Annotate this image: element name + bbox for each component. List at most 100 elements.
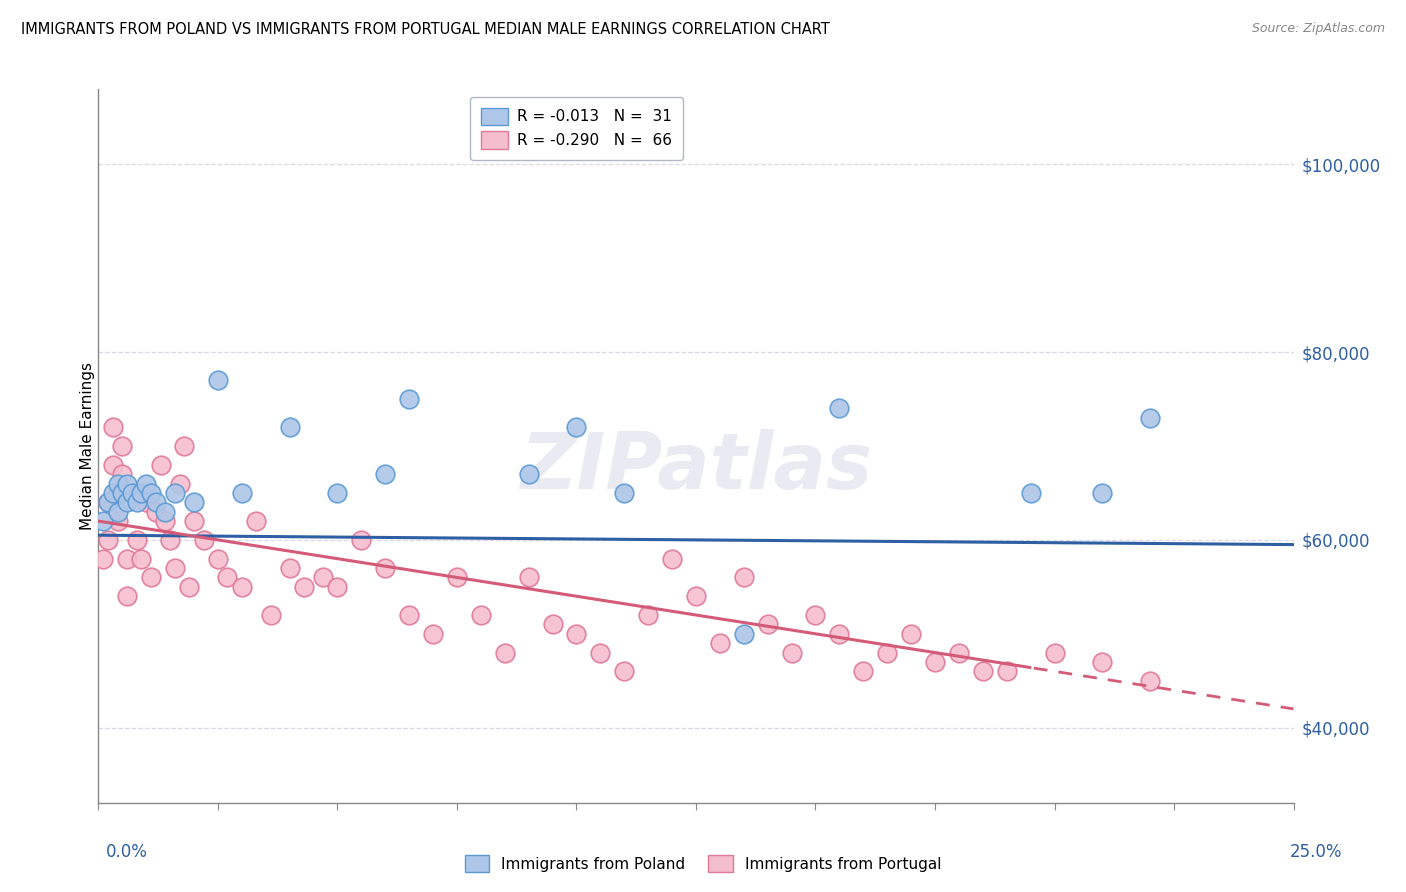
Point <box>613 486 636 500</box>
Point <box>101 420 124 434</box>
Point <box>374 561 396 575</box>
Text: 0.0%: 0.0% <box>105 843 148 861</box>
Point <box>541 617 564 632</box>
Point <box>685 589 707 603</box>
Point <box>101 486 124 500</box>
Point <box>131 551 153 566</box>
Point <box>155 505 177 519</box>
Point <box>326 486 349 500</box>
Point <box>145 495 167 509</box>
Point <box>145 505 167 519</box>
Point <box>1139 673 1161 688</box>
Point <box>589 646 612 660</box>
Text: 25.0%: 25.0% <box>1291 843 1343 861</box>
Point <box>565 627 588 641</box>
Point <box>733 570 755 584</box>
Point <box>163 561 186 575</box>
Point <box>97 495 120 509</box>
Point <box>135 495 157 509</box>
Point <box>876 646 898 660</box>
Point <box>107 505 129 519</box>
Point <box>995 665 1018 679</box>
Point <box>565 420 588 434</box>
Point <box>107 514 129 528</box>
Point <box>115 495 138 509</box>
Point <box>173 439 195 453</box>
Point <box>1139 410 1161 425</box>
Point <box>183 514 205 528</box>
Point <box>661 551 683 566</box>
Point <box>163 486 186 500</box>
Point <box>972 665 994 679</box>
Point <box>91 551 114 566</box>
Point <box>948 646 970 660</box>
Point <box>121 486 143 500</box>
Point <box>326 580 349 594</box>
Point <box>494 646 516 660</box>
Point <box>733 627 755 641</box>
Point <box>292 580 315 594</box>
Point <box>900 627 922 641</box>
Point <box>125 495 148 509</box>
Point <box>179 580 201 594</box>
Point <box>149 458 172 472</box>
Point <box>613 665 636 679</box>
Point <box>422 627 444 641</box>
Text: ZIPatlas: ZIPatlas <box>520 429 872 506</box>
Point <box>231 486 253 500</box>
Point <box>828 401 851 416</box>
Point <box>756 617 779 632</box>
Point <box>155 514 177 528</box>
Point <box>804 607 827 622</box>
Point <box>312 570 335 584</box>
Text: IMMIGRANTS FROM POLAND VS IMMIGRANTS FROM PORTUGAL MEDIAN MALE EARNINGS CORRELAT: IMMIGRANTS FROM POLAND VS IMMIGRANTS FRO… <box>21 22 830 37</box>
Point <box>207 551 229 566</box>
Point <box>115 476 138 491</box>
Point <box>1043 646 1066 660</box>
Point <box>111 439 134 453</box>
Point <box>217 570 239 584</box>
Point <box>780 646 803 660</box>
Point <box>709 636 731 650</box>
Point <box>169 476 191 491</box>
Point <box>193 533 215 547</box>
Point <box>398 392 420 406</box>
Point <box>828 627 851 641</box>
Point <box>115 589 138 603</box>
Point <box>1091 486 1114 500</box>
Point <box>852 665 875 679</box>
Point <box>101 458 124 472</box>
Point <box>139 486 162 500</box>
Point <box>115 551 138 566</box>
Point <box>159 533 181 547</box>
Point <box>139 570 162 584</box>
Point <box>97 533 120 547</box>
Point <box>121 486 143 500</box>
Point <box>231 580 253 594</box>
Point <box>131 486 153 500</box>
Legend: R = -0.013   N =  31, R = -0.290   N =  66: R = -0.013 N = 31, R = -0.290 N = 66 <box>470 97 683 160</box>
Legend: Immigrants from Poland, Immigrants from Portugal: Immigrants from Poland, Immigrants from … <box>457 847 949 880</box>
Point <box>1019 486 1042 500</box>
Point <box>278 561 301 575</box>
Y-axis label: Median Male Earnings: Median Male Earnings <box>80 362 94 530</box>
Point <box>183 495 205 509</box>
Point <box>517 570 540 584</box>
Point <box>97 495 120 509</box>
Point <box>135 476 157 491</box>
Point <box>207 373 229 387</box>
Text: Source: ZipAtlas.com: Source: ZipAtlas.com <box>1251 22 1385 36</box>
Point <box>107 476 129 491</box>
Point <box>470 607 492 622</box>
Point <box>924 655 946 669</box>
Point <box>259 607 281 622</box>
Point <box>278 420 301 434</box>
Point <box>111 486 134 500</box>
Point <box>125 533 148 547</box>
Point <box>1091 655 1114 669</box>
Point <box>517 467 540 482</box>
Point <box>111 467 134 482</box>
Point <box>350 533 373 547</box>
Point <box>107 486 129 500</box>
Point <box>374 467 396 482</box>
